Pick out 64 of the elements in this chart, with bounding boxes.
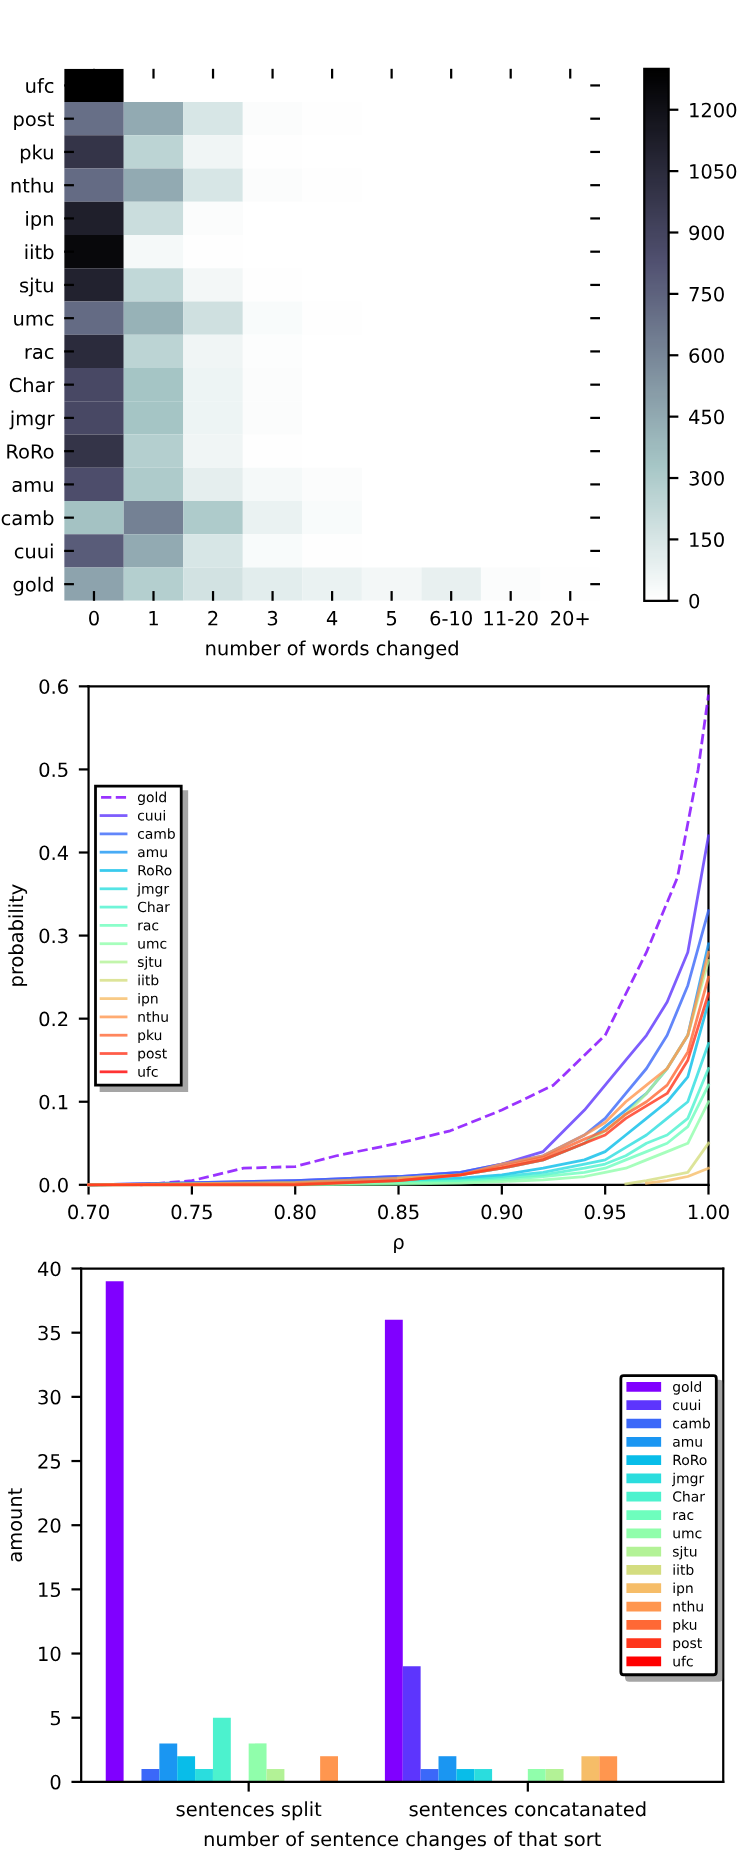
- y-tick-label: cuui: [14, 543, 53, 559]
- x-tick-label: 0.90: [481, 1204, 523, 1220]
- x-tick-label: 0.70: [68, 1204, 109, 1220]
- x-tick-label: sentences concatanated: [409, 1801, 646, 1817]
- y-tick-label: 40: [37, 1261, 61, 1277]
- y-tick-label: sjtu: [20, 277, 53, 297]
- y-tick-label: 5: [50, 1710, 61, 1726]
- y-tick-label: 35: [38, 1325, 61, 1341]
- y-tick-label: nthu: [11, 177, 53, 193]
- y-tick-label: 0.1: [39, 1094, 68, 1110]
- x-tick-label: 11-20: [484, 610, 538, 626]
- y-tick-label: pku: [20, 144, 53, 164]
- color-bar-label: 900: [689, 225, 724, 241]
- y-tick-label: amu: [12, 480, 53, 493]
- x-axis-title: number of sentence changes of that sort: [204, 1831, 601, 1851]
- x-tick-label: 3: [267, 610, 278, 626]
- color-bar-label: 0: [689, 593, 700, 609]
- x-axis-title: ρ: [394, 1238, 404, 1254]
- y-tick-label: jmgr: [9, 410, 55, 430]
- x-tick-label: 1.00: [688, 1204, 729, 1220]
- x-tick-label: 20+: [551, 610, 589, 626]
- x-tick-label: 0.85: [378, 1204, 419, 1220]
- y-tick-label: iitb: [25, 244, 54, 260]
- x-tick-label: 0: [89, 610, 99, 626]
- color-bar-label: 300: [689, 470, 724, 486]
- color-bar-label: 450: [689, 409, 724, 425]
- y-tick-label: ufc: [26, 78, 54, 94]
- y-axis-title: probability: [8, 884, 28, 986]
- x-axis-title: number of words changed: [206, 640, 458, 660]
- x-tick-label: 5: [386, 611, 397, 626]
- y-tick-label: gold: [13, 576, 53, 596]
- y-tick-label: rac: [25, 347, 54, 360]
- y-tick-label: 20: [38, 1518, 61, 1533]
- x-tick-label: sentences split: [176, 1801, 322, 1821]
- y-tick-label: umc: [14, 314, 54, 326]
- y-tick-label: 0.2: [39, 1011, 68, 1027]
- y-tick-label: post: [14, 112, 55, 131]
- color-bar-label: 750: [689, 286, 724, 302]
- y-tick-label: Char: [9, 377, 55, 393]
- y-tick-label: 10: [39, 1646, 61, 1662]
- y-tick-label: RoRo: [7, 444, 54, 459]
- y-tick-label: camb: [1, 510, 54, 526]
- x-tick-label: 0.75: [171, 1204, 212, 1220]
- y-tick-label: 0.6: [39, 679, 68, 694]
- y-tick-label: ipn: [26, 211, 53, 230]
- y-tick-label: 0.5: [39, 762, 68, 778]
- color-bar-label: 150: [690, 532, 724, 548]
- color-bar-label: 1200: [690, 102, 737, 118]
- x-tick-label: 1: [149, 611, 158, 626]
- y-tick-label: 30: [38, 1389, 61, 1405]
- x-tick-label: 4: [326, 611, 338, 626]
- x-tick-label: 6-10: [430, 610, 472, 626]
- y-axis-title: amount: [8, 1488, 23, 1562]
- color-bar-label: 1050: [690, 164, 737, 179]
- y-tick-label: 0: [50, 1774, 61, 1790]
- y-tick-label: 0.3: [39, 928, 68, 944]
- x-tick-label: 2: [208, 610, 218, 626]
- x-tick-label: 0.80: [274, 1204, 316, 1220]
- y-tick-label: 0.0: [39, 1177, 68, 1193]
- color-bar-label: 600: [689, 348, 724, 363]
- y-tick-label: 0.4: [39, 845, 69, 861]
- x-tick-label: 0.95: [584, 1204, 626, 1220]
- y-tick-label: 15: [39, 1582, 61, 1598]
- y-tick-label: 25: [38, 1453, 61, 1469]
